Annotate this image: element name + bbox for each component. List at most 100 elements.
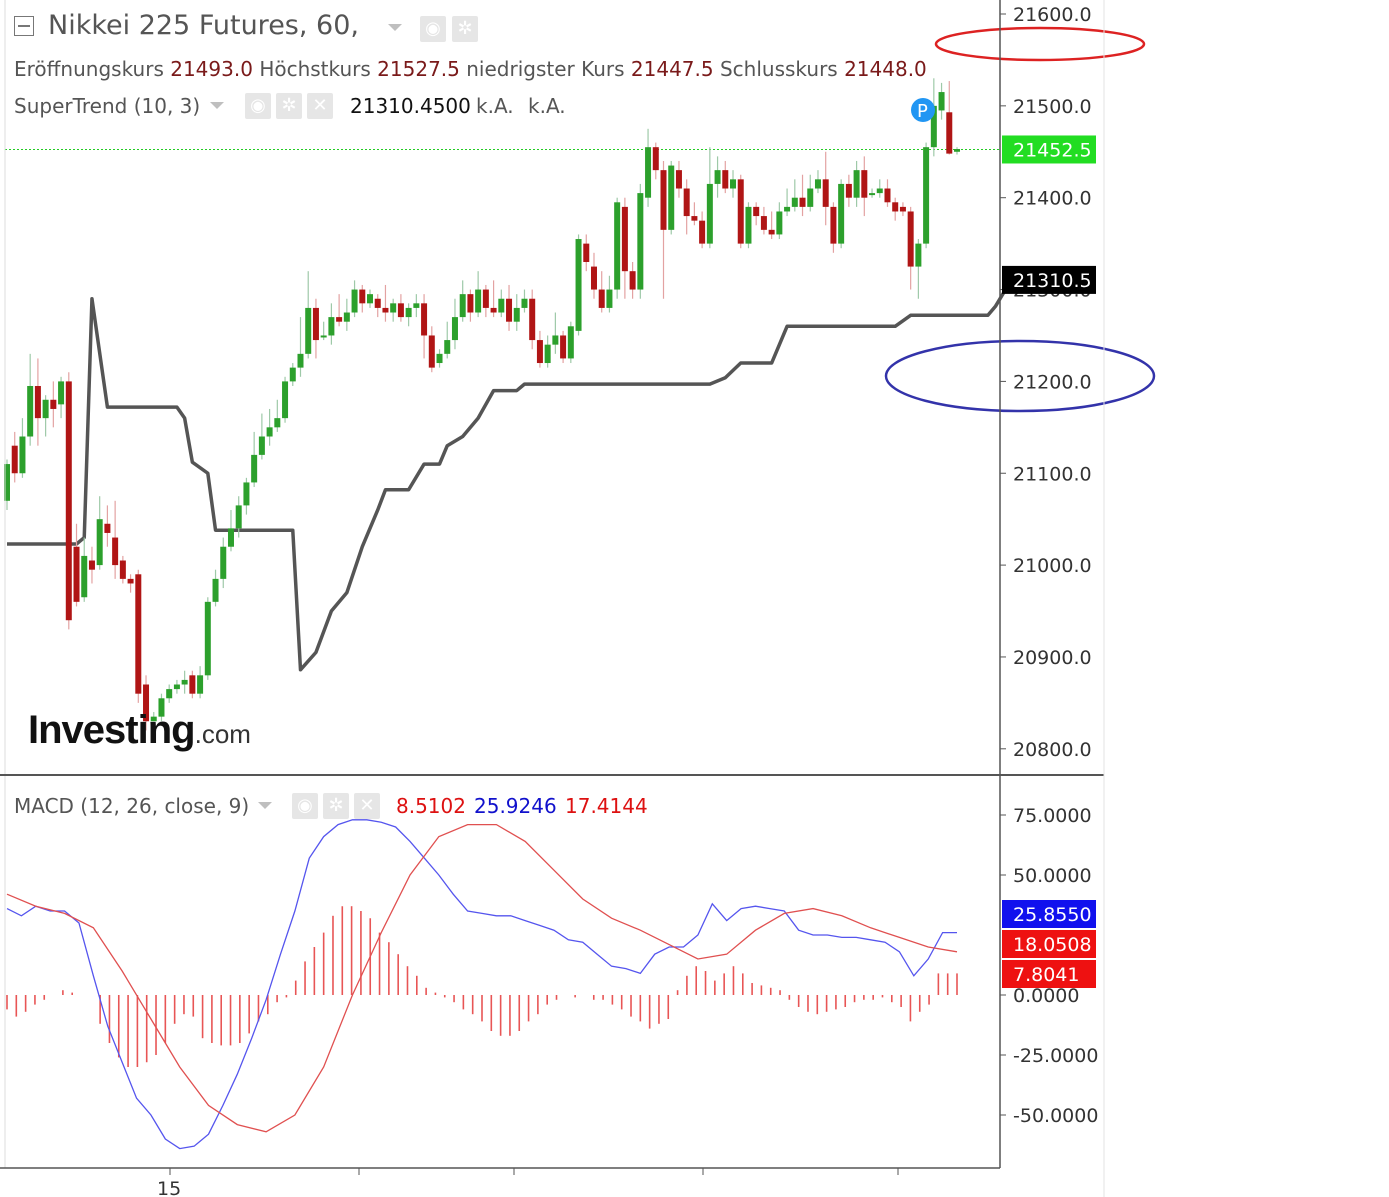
candle-body (444, 340, 451, 354)
candle-body (258, 436, 265, 455)
candle-body (336, 317, 343, 322)
candle-body (899, 206, 906, 212)
candle-body (266, 427, 273, 437)
candle-body (807, 188, 814, 207)
gear-icon[interactable]: ✲ (452, 16, 478, 42)
candle-body (11, 445, 18, 474)
macd-tick-label: -50.0000 (1013, 1105, 1098, 1127)
signal-value-tag: 18.0508 (1013, 934, 1092, 956)
candle-body (204, 601, 211, 676)
candle-body (289, 367, 296, 382)
candle-body (598, 289, 605, 308)
candle-body (220, 546, 227, 579)
eye-icon[interactable]: ◉ (245, 93, 271, 119)
candle-body (838, 183, 845, 244)
candle-body (227, 528, 234, 547)
candle-body (590, 266, 597, 290)
candle-body (730, 179, 737, 189)
candle-body (181, 679, 188, 685)
supertrend-tag: 21310.5 (1013, 270, 1092, 292)
open-value: 21493.0 (170, 57, 253, 81)
candle-body (359, 289, 366, 304)
eye-icon[interactable]: ◉ (292, 793, 318, 819)
candle-body (892, 202, 899, 212)
close-icon[interactable]: ✕ (307, 93, 333, 119)
candle-body (4, 464, 10, 501)
candle-body (65, 381, 72, 621)
candle-body (212, 578, 219, 602)
macd-label[interactable]: MACD (12, 26, close, 9) (14, 794, 250, 818)
candle-body (88, 560, 95, 570)
close-icon[interactable]: ✕ (354, 793, 380, 819)
candle-body (552, 335, 559, 345)
symbol-title[interactable]: Nikkei 225 Futures, 60, (48, 10, 359, 41)
macd-line (6, 819, 957, 1150)
macd-value-tag: 25.8550 (1013, 904, 1092, 926)
supertrend-tag-bg (1002, 265, 1096, 294)
price-tick-label: 21100.0 (1013, 463, 1092, 485)
macd-tick-label: 0.0000 (1013, 985, 1079, 1007)
candle-body (374, 298, 381, 308)
candle-body (390, 303, 397, 313)
gear-icon[interactable]: ✲ (323, 793, 349, 819)
candle-body (915, 243, 922, 267)
supertrend-na-1: k.A. (476, 94, 514, 118)
candle-body (58, 381, 65, 405)
candle-body (135, 574, 142, 694)
candle-body (50, 399, 57, 409)
price-tick-label: 21400.0 (1013, 188, 1092, 210)
price-tick-label: 20800.0 (1013, 739, 1092, 761)
gear-icon[interactable]: ✲ (276, 93, 302, 119)
supertrend-line (7, 278, 1027, 672)
candle-body (938, 92, 945, 111)
blue-annotation-ellipse (884, 339, 1156, 413)
eye-icon[interactable]: ◉ (420, 16, 446, 42)
candle-body (954, 149, 960, 152)
candle-body (869, 193, 876, 196)
candle-body (351, 289, 358, 313)
candle-body (544, 344, 551, 364)
candle-body (683, 188, 690, 217)
chevron-down-icon[interactable] (388, 24, 402, 31)
candle-body (768, 229, 775, 235)
supertrend-label[interactable]: SuperTrend (10, 3) (14, 94, 201, 118)
candle-body (19, 436, 26, 474)
candle-body (776, 211, 783, 235)
low-value: 21447.5 (630, 57, 714, 81)
candle-body (560, 335, 567, 359)
candle-body (760, 216, 767, 230)
high-value: 21527.5 (377, 57, 460, 81)
candle-body (714, 170, 721, 184)
candle-body (467, 294, 474, 313)
last-price-tag: 21452.5 (1013, 139, 1092, 161)
candle-body (328, 317, 335, 336)
candle-body (637, 193, 644, 290)
last-price-tag-bg (1002, 135, 1096, 164)
candle-body (930, 105, 937, 148)
macd-tick-label: 75.0000 (1013, 805, 1092, 827)
chevron-down-icon[interactable] (258, 802, 272, 809)
candle-body (830, 206, 837, 244)
candle-body (166, 689, 173, 699)
candle-body (946, 112, 953, 154)
candle-body (737, 179, 744, 244)
collapse-icon[interactable] (14, 16, 34, 36)
candle-body (96, 519, 103, 566)
candle-body (158, 698, 165, 717)
candle-body (451, 317, 458, 341)
candle-body (119, 560, 126, 579)
candle-body (482, 289, 489, 308)
candle-body (575, 239, 582, 331)
chevron-down-icon[interactable] (210, 102, 224, 109)
candle-body (81, 555, 88, 598)
candle-body (853, 170, 860, 198)
candle-body (367, 294, 374, 304)
candle-body (845, 183, 852, 198)
candle-body (197, 675, 204, 694)
candle-body (799, 197, 806, 207)
candle-body (722, 170, 729, 189)
candle-body (274, 418, 281, 428)
candle-body (699, 220, 706, 244)
p-marker-icon (911, 98, 935, 122)
